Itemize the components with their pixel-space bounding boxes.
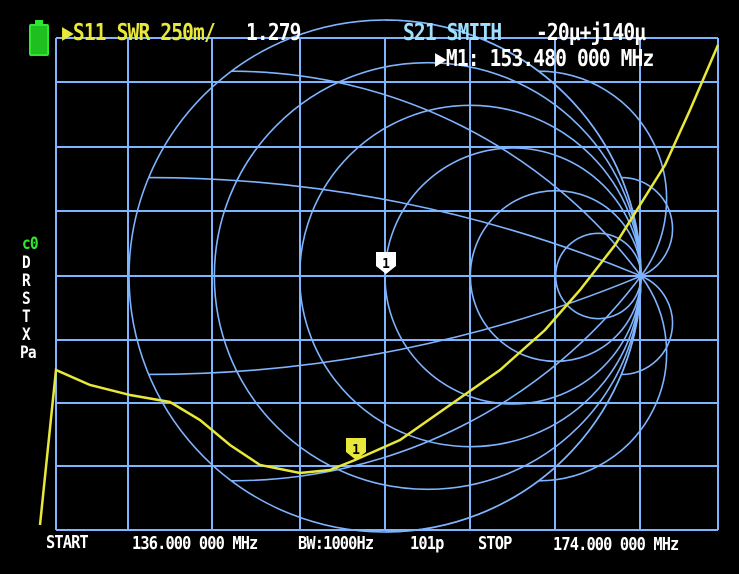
cal-flag-pa: Pa [20,343,37,363]
smith-reactance-arc [621,176,674,277]
trace2-value: -20µ+j140µ [536,20,646,46]
marker-1-s21 [376,252,396,274]
smith-reactance-arc [231,70,642,277]
marker-1-s11-label: 1 [352,443,360,458]
start-label[interactable]: START [46,532,89,553]
trace1-label[interactable]: ▶S11 SWR 250m/ [62,20,216,46]
smith-reactance-arc [231,275,642,482]
cal-flag-t: T [22,307,31,327]
smith-reactance-arc [538,275,668,482]
marker-1-s11 [346,438,366,460]
cal-flag-d: D [22,253,31,273]
trace2-label[interactable]: S21 SMITH [403,20,502,46]
cal-flag-x: X [22,325,31,345]
stop-label[interactable]: STOP [478,533,512,554]
calibration-status: c0 [22,234,39,254]
smith-reactance-arc [384,19,642,277]
battery-icon [29,20,49,56]
stop-frequency[interactable]: 174.000 000 MHz [553,534,679,555]
marker-readout: ▶M1: 153.480 000 MHz [435,46,654,72]
smith-reactance-arc [148,275,642,376]
smith-reactance-arc [621,275,674,376]
smith-reactance-arc [148,176,642,277]
marker-1-s21-label: 1 [382,257,390,272]
bandwidth: BW:1000Hz [298,533,374,554]
s11-swr-trace [38,44,720,526]
cal-flag-s: S [22,289,31,309]
smith-reactance-arc [538,70,668,277]
trace1-value: 1.279 [246,20,301,46]
start-frequency[interactable]: 136.000 000 MHz [132,533,258,554]
smith-reactance-arc [384,275,642,533]
cal-flag-r: R [22,271,31,291]
points: 101p [410,533,444,554]
